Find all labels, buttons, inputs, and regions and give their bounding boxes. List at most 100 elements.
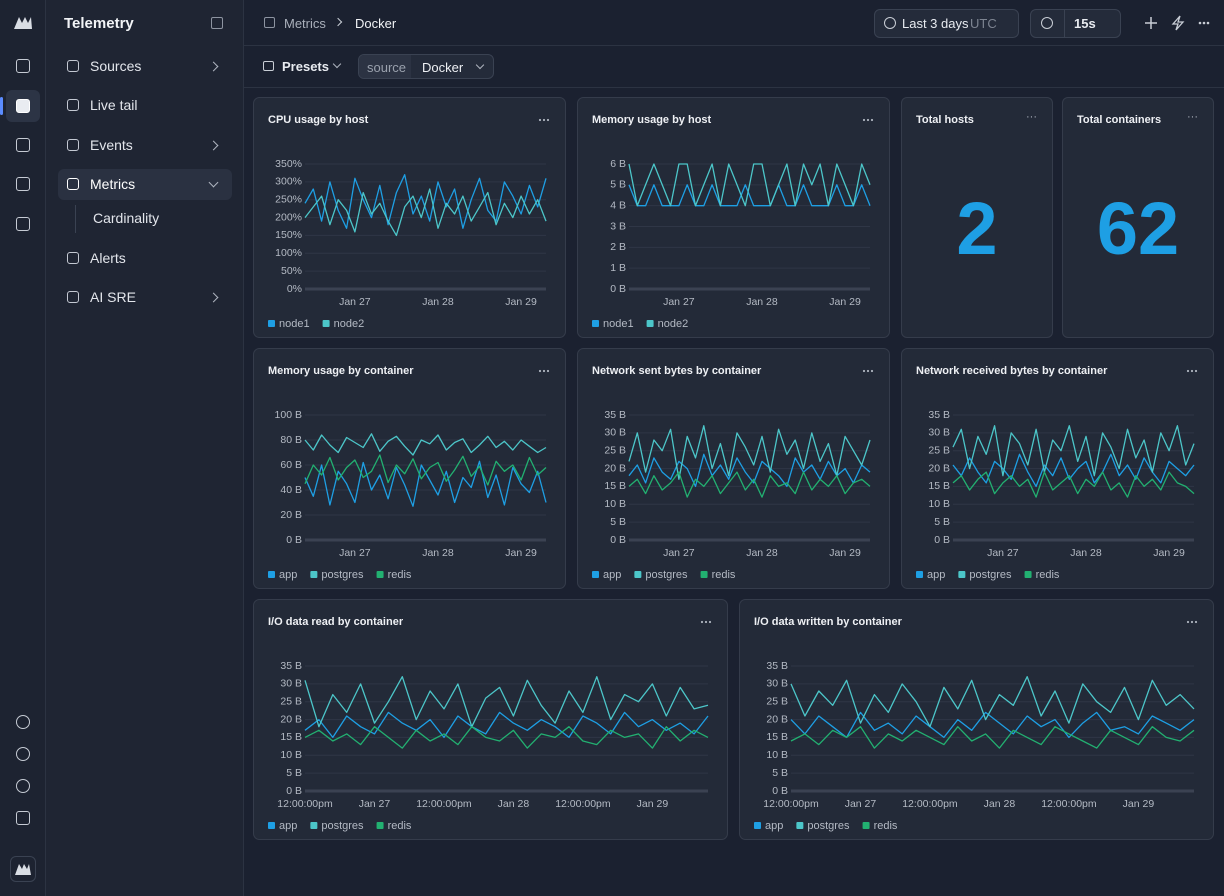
x-tick-label: Jan 28: [746, 296, 778, 308]
rail-icon[interactable]: [16, 59, 30, 73]
presets-button[interactable]: Presets: [282, 59, 329, 74]
nav-item[interactable]: Metrics: [90, 176, 136, 192]
refresh-icon: [1041, 17, 1053, 29]
y-tick-label: 5 B: [934, 516, 950, 528]
rail-icon[interactable]: [16, 779, 30, 793]
breadcrumb-current: Docker: [355, 16, 397, 31]
y-tick-label: 0 B: [610, 283, 626, 295]
panel-menu-dot: [870, 118, 874, 122]
y-tick-label: 35 B: [280, 660, 302, 672]
source-filter[interactable]: source Docker: [358, 54, 494, 79]
panel-menu[interactable]: ···: [1187, 111, 1198, 123]
x-tick-label: Jan 29: [505, 296, 537, 308]
rail-icon[interactable]: [16, 138, 30, 152]
series-line: [628, 163, 871, 207]
y-tick-label: 0 B: [286, 785, 302, 797]
legend-label: app: [603, 569, 621, 581]
y-tick-label: 100 B: [275, 409, 302, 421]
legend-label: node2: [658, 318, 689, 330]
nav-item[interactable]: Sources: [90, 58, 142, 74]
filter-value: Docker: [422, 60, 464, 75]
breadcrumb[interactable]: Metrics: [284, 16, 326, 31]
nav-item[interactable]: Live tail: [90, 97, 138, 113]
refresh-button[interactable]: 15s: [1030, 9, 1121, 38]
org-button[interactable]: [10, 856, 36, 882]
legend-swatch: [700, 571, 708, 578]
presets-icon: [263, 61, 274, 71]
legend-label: app: [927, 569, 945, 581]
x-tick-label: Jan 29: [505, 547, 537, 559]
panel-menu-dot: [1186, 369, 1190, 373]
legend-swatch: [310, 822, 318, 829]
x-tick-label: Jan 27: [663, 547, 695, 559]
y-tick-label: 0%: [287, 283, 302, 295]
nav-icon: [67, 139, 79, 151]
series-line: [304, 188, 547, 237]
y-tick-label: 35 B: [928, 409, 950, 421]
y-tick-label: 25 B: [928, 444, 950, 456]
panel-menu-dot: [1190, 620, 1194, 624]
rail-icon[interactable]: [16, 217, 30, 231]
panel-menu-dot: [862, 369, 866, 373]
panel-menu-dot: [546, 369, 550, 373]
chart-title: I/O data read by container: [268, 616, 404, 628]
nav-item[interactable]: Alerts: [90, 250, 126, 266]
legend-label: node1: [603, 318, 634, 330]
rail-icon[interactable]: [16, 715, 30, 729]
chevron: [475, 60, 485, 70]
y-tick-label: 20 B: [280, 509, 302, 521]
chart-panel: Network received bytes by container 0 B 5 …: [901, 348, 1214, 589]
y-tick-label: 35 B: [766, 660, 788, 672]
nav-subitem[interactable]: Cardinality: [93, 210, 160, 226]
series-line: [628, 471, 871, 498]
panel-menu[interactable]: ···: [1026, 111, 1037, 123]
nav-item[interactable]: AI SRE: [90, 289, 136, 305]
legend-label: app: [279, 820, 297, 832]
nav-item[interactable]: Events: [90, 137, 133, 153]
time-range-button[interactable]: Last 3 days UTC: [874, 9, 1019, 38]
legend-swatch: [862, 822, 870, 829]
rail-icon[interactable]: [16, 811, 30, 825]
chart-title: Network sent bytes by container: [592, 365, 762, 377]
toolbar-icons[interactable]: [1144, 15, 1214, 31]
legend-swatch: [268, 320, 275, 327]
series-line: [790, 726, 1195, 749]
y-tick-label: 3 B: [610, 220, 626, 232]
chevron: [208, 292, 219, 303]
y-tick-label: 15 B: [928, 480, 950, 492]
y-tick-label: 150%: [275, 229, 302, 241]
rail-icon[interactable]: [16, 747, 30, 761]
legend-swatch: [376, 822, 384, 829]
collapse-button[interactable]: [211, 17, 223, 29]
chart-title: Memory usage by container: [268, 365, 414, 377]
filter-bar: Presets source Docker: [244, 46, 1224, 88]
rail-indicator: [0, 97, 3, 115]
y-tick-label: 20 B: [604, 462, 626, 474]
nav-icon: [67, 252, 79, 264]
rail-icon[interactable]: [16, 99, 30, 113]
stat-panel: Total containers ··· 62: [1062, 97, 1214, 338]
x-tick-label: 12:00:00pm: [416, 798, 472, 810]
legend-swatch: [592, 571, 599, 578]
y-tick-label: 30 B: [766, 678, 788, 690]
stat-panel: Total hosts ··· 2: [901, 97, 1053, 338]
app-title: Telemetry: [64, 15, 134, 32]
x-tick-label: Jan 28: [746, 547, 778, 559]
legend-label: redis: [1036, 569, 1060, 581]
legend-swatch: [322, 320, 330, 327]
x-tick-label: Jan 28: [498, 798, 530, 810]
y-tick-label: 250%: [275, 193, 302, 205]
y-tick-label: 100%: [275, 247, 302, 259]
y-tick-label: 5 B: [610, 516, 626, 528]
nav-active: [58, 169, 232, 200]
y-tick-label: 0 B: [286, 534, 302, 546]
y-tick-label: 10 B: [280, 749, 302, 761]
legend-swatch: [646, 320, 654, 327]
tree-line: [75, 205, 76, 233]
series-line: [304, 174, 547, 229]
chart-panel: Network sent bytes by container 0 B 5 B 10 …: [577, 348, 890, 589]
y-tick-label: 35 B: [604, 409, 626, 421]
y-tick-label: 4 B: [610, 199, 626, 211]
rail-icon[interactable]: [16, 177, 30, 191]
